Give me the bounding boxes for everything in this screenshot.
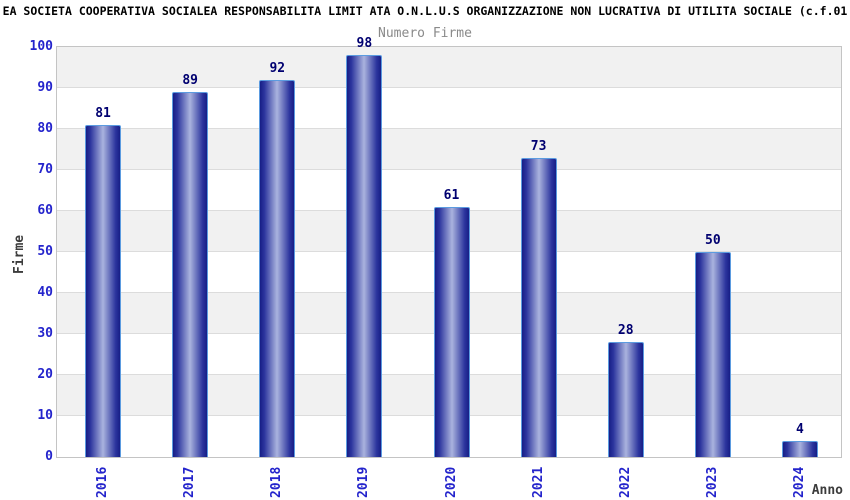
y-tick-label: 40: [37, 285, 53, 300]
x-tick-label: 2016: [95, 466, 111, 498]
y-tick-label: 20: [37, 367, 53, 382]
bar-value-label: 92: [269, 61, 286, 76]
x-tick-label: 2024: [791, 466, 807, 498]
y-tick-label: 80: [37, 121, 53, 136]
y-tick-label: 60: [37, 203, 53, 218]
bar-value-label: 89: [182, 73, 198, 88]
y-tick-label: 90: [37, 80, 53, 95]
chart-title: EA SOCIETA COOPERATIVA SOCIALEA RESPONSA…: [2, 4, 848, 18]
x-tick-label: 2023: [704, 466, 720, 498]
bar: [694, 252, 731, 457]
y-tick-label: 0: [45, 449, 53, 464]
bar-value-label: 98: [356, 36, 373, 51]
bar: [433, 207, 470, 457]
bar-value-label: 61: [443, 188, 460, 203]
bar: [607, 342, 644, 457]
bar: [520, 158, 557, 457]
y-tick-label: 70: [37, 162, 53, 177]
y-tick-label: 30: [37, 326, 53, 341]
y-tick-label: 50: [37, 244, 53, 259]
y-tick-label: 100: [29, 39, 53, 54]
x-axis-title: Anno: [811, 483, 843, 498]
bar: [781, 441, 818, 457]
x-tick-label: 2022: [617, 466, 633, 498]
bar-value-label: 28: [617, 323, 634, 338]
bar: [172, 92, 209, 457]
x-tick-label: 2020: [443, 466, 459, 498]
bar: [346, 55, 383, 457]
bar-value-label: 4: [796, 422, 804, 437]
x-tick-label: 2021: [530, 466, 546, 498]
chart-subtitle: Numero Firme: [378, 26, 472, 41]
x-tick-label: 2017: [182, 466, 198, 498]
bar-value-label: 50: [705, 233, 721, 248]
x-tick-label: 2018: [269, 466, 285, 498]
grid-band: [57, 47, 841, 88]
y-tick-label: 10: [37, 408, 53, 423]
bar: [85, 125, 122, 457]
bar: [259, 80, 296, 457]
bar-value-label: 73: [530, 139, 547, 154]
plot-area: 81 89 92 98 61 73 28 50 4: [56, 37, 842, 458]
bar-value-label: 81: [95, 106, 111, 121]
x-tick-label: 2019: [356, 466, 372, 498]
